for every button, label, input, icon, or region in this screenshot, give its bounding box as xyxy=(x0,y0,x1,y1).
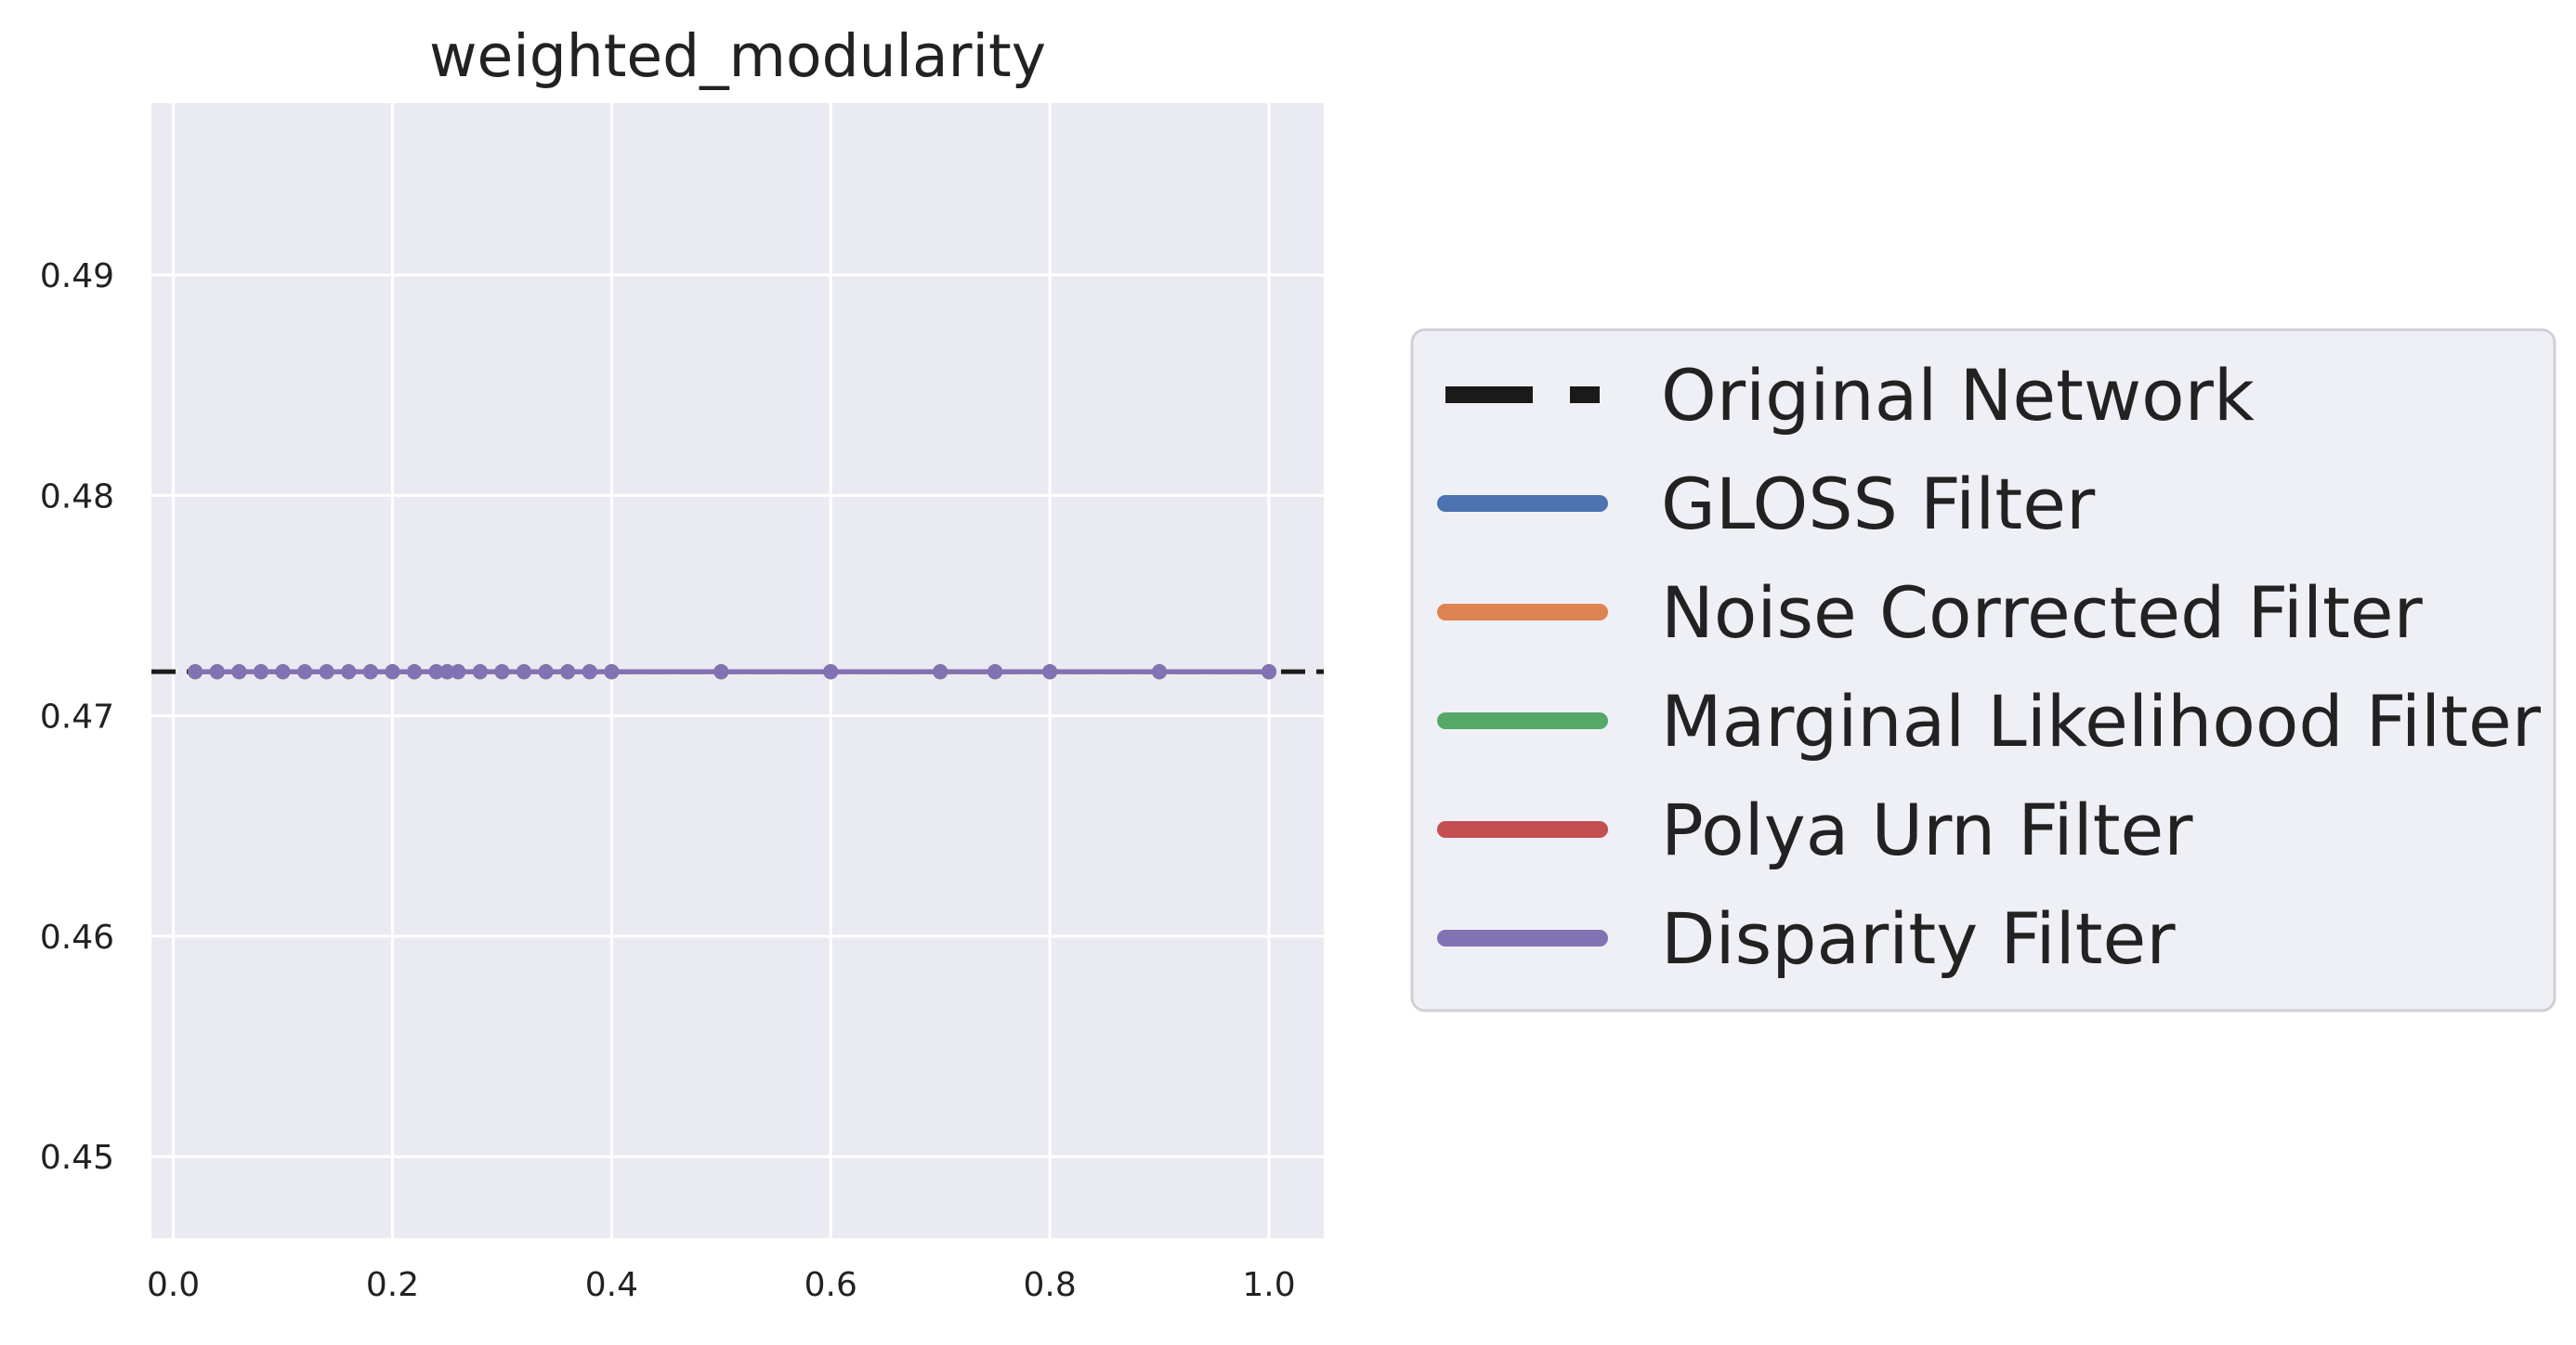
disparity-filter-point xyxy=(933,664,948,680)
series-layer xyxy=(188,664,1277,680)
disparity-filter-point xyxy=(407,664,423,680)
disparity-filter-point xyxy=(1262,664,1277,680)
disparity-filter-point xyxy=(319,664,334,680)
disparity-filter-point xyxy=(253,664,268,680)
disparity-filter-point xyxy=(231,664,247,680)
y-tick-label: 0.49 xyxy=(40,257,114,295)
x-tick-label: 1.0 xyxy=(1242,1266,1295,1304)
original-network-legend-label: Original Network xyxy=(1661,354,2255,437)
disparity-filter-point xyxy=(713,664,729,680)
disparity-filter-point xyxy=(582,664,597,680)
disparity-filter-point xyxy=(362,664,378,680)
disparity-filter-point xyxy=(560,664,576,680)
disparity-filter-legend-label: Disparity Filter xyxy=(1661,897,2176,980)
y-tick-label: 0.46 xyxy=(40,919,114,957)
legend: Original Network GLOSS Filter Noise Correc… xyxy=(1410,328,2556,1012)
disparity-filter-point xyxy=(517,664,532,680)
disparity-filter-point xyxy=(428,664,444,680)
y-tick-label: 0.47 xyxy=(40,699,114,737)
x-tick-label: 0.4 xyxy=(585,1266,638,1304)
disparity-filter-point xyxy=(341,664,357,680)
y-tick-label: 0.48 xyxy=(40,477,114,516)
disparity-filter-point xyxy=(209,664,225,680)
chart-title: weighted_modularity xyxy=(429,22,1046,90)
noise-corrected-filter-legend-label: Noise Corrected Filter xyxy=(1661,571,2424,654)
disparity-filter-point xyxy=(494,664,510,680)
disparity-filter-point xyxy=(1152,664,1168,680)
disparity-filter-point xyxy=(538,664,554,680)
x-tick-label: 0.6 xyxy=(804,1266,857,1304)
gloss-filter-legend-label: GLOSS Filter xyxy=(1661,463,2096,545)
x-tick-label: 0.8 xyxy=(1024,1266,1077,1304)
marginal-likelihood-filter-legend-label: Marginal Likelihood Filter xyxy=(1661,680,2542,763)
x-tick-label: 0.0 xyxy=(147,1266,200,1304)
disparity-filter-point xyxy=(451,664,466,680)
disparity-filter-series xyxy=(188,664,1277,680)
legend-frame xyxy=(1410,328,2556,1012)
disparity-filter-point xyxy=(275,664,291,680)
x-tick-label: 0.2 xyxy=(366,1266,419,1304)
disparity-filter-point xyxy=(987,664,1003,680)
disparity-filter-point xyxy=(823,664,839,680)
disparity-filter-point xyxy=(1042,664,1058,680)
y-axis-ticks: 0.45 0.46 0.47 0.48 0.49 xyxy=(40,257,114,1177)
disparity-filter-point xyxy=(188,664,203,680)
disparity-filter-point xyxy=(472,664,488,680)
y-tick-label: 0.45 xyxy=(40,1139,114,1177)
disparity-filter-point xyxy=(297,664,313,680)
legend-items: Original Network GLOSS Filter Noise Correc… xyxy=(1437,354,2542,980)
disparity-filter-point xyxy=(439,664,455,680)
disparity-filter-point xyxy=(604,664,620,680)
polya-urn-filter-legend-label: Polya Urn Filter xyxy=(1661,789,2193,871)
disparity-filter-point xyxy=(385,664,400,680)
x-axis-ticks: 0.0 0.2 0.4 0.6 0.8 1.0 xyxy=(147,1266,1296,1304)
